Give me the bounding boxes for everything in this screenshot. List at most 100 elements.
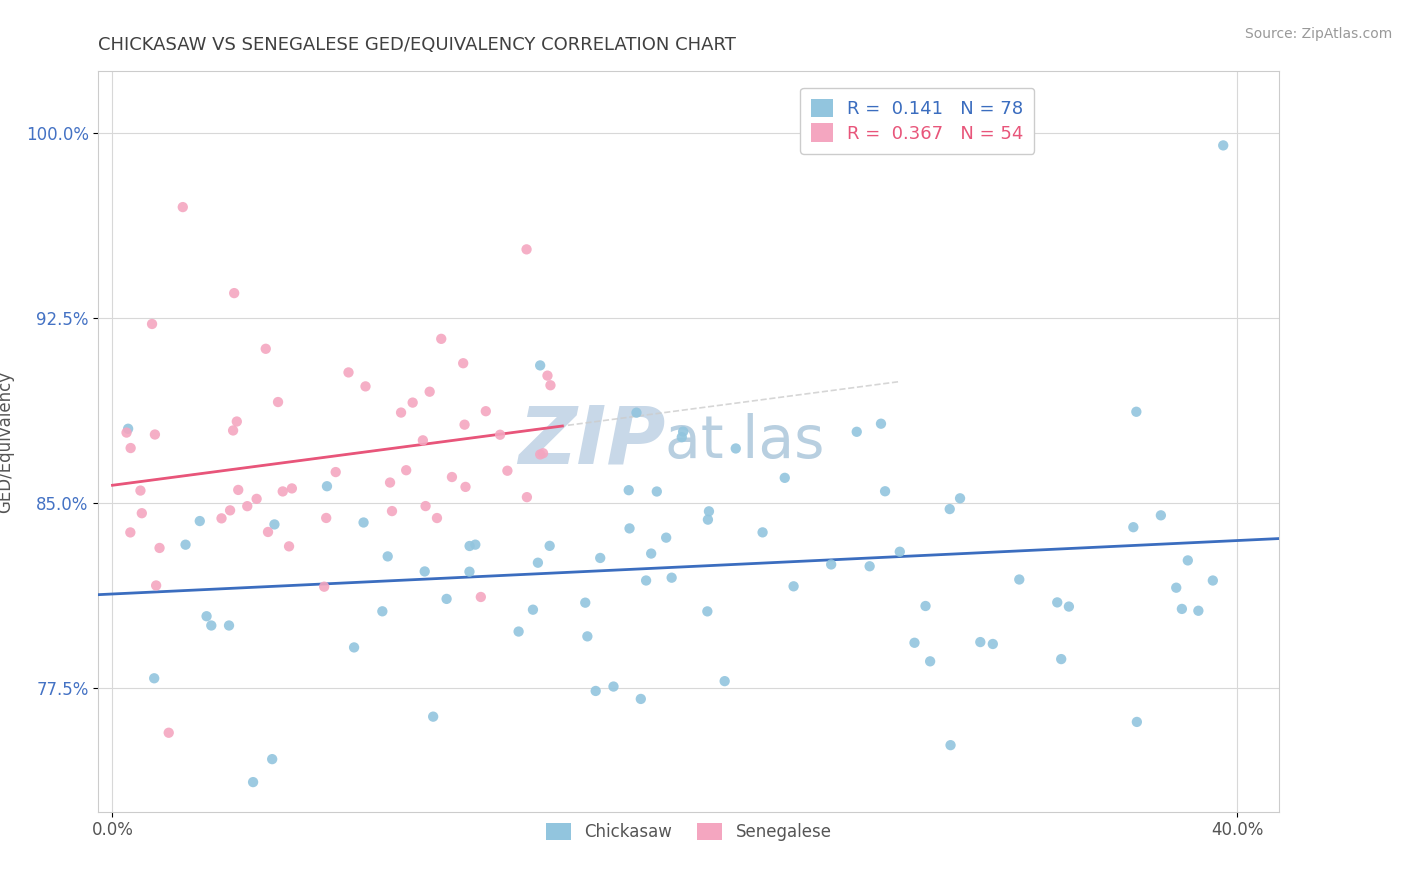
- Y-axis label: GED/Equivalency: GED/Equivalency: [0, 370, 14, 513]
- Point: [538, 539, 561, 553]
- Point: [751, 525, 773, 540]
- Point: [508, 624, 530, 639]
- Point: [188, 514, 211, 528]
- Text: at las: at las: [665, 413, 825, 470]
- Point: [655, 531, 678, 545]
- Point: [496, 464, 519, 478]
- Point: [1057, 599, 1080, 614]
- Text: Source: ZipAtlas.com: Source: ZipAtlas.com: [1244, 27, 1392, 41]
- Point: [378, 475, 401, 490]
- Point: [281, 482, 304, 496]
- Point: [415, 499, 437, 513]
- Point: [218, 618, 240, 632]
- Text: ZIP: ZIP: [517, 402, 665, 481]
- Point: [325, 465, 347, 479]
- Point: [430, 332, 453, 346]
- Point: [267, 395, 290, 409]
- Point: [626, 406, 648, 420]
- Point: [529, 359, 551, 373]
- Point: [773, 471, 796, 485]
- Point: [696, 604, 718, 618]
- Point: [820, 558, 842, 572]
- Point: [724, 442, 747, 456]
- Point: [371, 604, 394, 618]
- Point: [413, 565, 436, 579]
- Point: [148, 541, 170, 555]
- Point: [278, 539, 301, 553]
- Point: [672, 425, 695, 439]
- Point: [981, 637, 1004, 651]
- Point: [131, 506, 153, 520]
- Point: [889, 545, 911, 559]
- Point: [531, 446, 554, 460]
- Point: [412, 434, 434, 448]
- Point: [1202, 574, 1225, 588]
- Point: [1177, 553, 1199, 567]
- Text: CHICKASAW VS SENEGALESE GED/EQUIVALENCY CORRELATION CHART: CHICKASAW VS SENEGALESE GED/EQUIVALENCY …: [98, 36, 737, 54]
- Legend: Chickasaw, Senegalese: Chickasaw, Senegalese: [540, 816, 838, 847]
- Point: [636, 574, 658, 588]
- Point: [120, 525, 142, 540]
- Point: [914, 599, 936, 613]
- Point: [697, 504, 720, 518]
- Point: [870, 417, 893, 431]
- Point: [617, 483, 640, 498]
- Point: [536, 368, 558, 383]
- Point: [314, 580, 336, 594]
- Point: [1122, 520, 1144, 534]
- Point: [1046, 595, 1069, 609]
- Point: [516, 490, 538, 504]
- Point: [129, 483, 152, 498]
- Point: [337, 366, 360, 380]
- Point: [1125, 405, 1147, 419]
- Point: [875, 484, 897, 499]
- Point: [464, 538, 486, 552]
- Point: [271, 484, 294, 499]
- Point: [343, 640, 366, 655]
- Point: [1150, 508, 1173, 523]
- Point: [696, 513, 718, 527]
- Point: [254, 342, 277, 356]
- Point: [120, 441, 142, 455]
- Point: [903, 636, 925, 650]
- Point: [1187, 604, 1209, 618]
- Point: [419, 384, 441, 399]
- Point: [453, 417, 475, 432]
- Point: [436, 591, 458, 606]
- Point: [470, 590, 492, 604]
- Point: [475, 404, 498, 418]
- Point: [211, 511, 233, 525]
- Point: [859, 559, 882, 574]
- Point: [422, 709, 444, 723]
- Point: [381, 504, 404, 518]
- Point: [574, 596, 596, 610]
- Point: [174, 538, 197, 552]
- Point: [143, 427, 166, 442]
- Point: [1171, 602, 1194, 616]
- Point: [938, 502, 960, 516]
- Point: [576, 629, 599, 643]
- Point: [145, 578, 167, 592]
- Point: [458, 539, 481, 553]
- Point: [969, 635, 991, 649]
- Point: [143, 671, 166, 685]
- Point: [1126, 714, 1149, 729]
- Point: [225, 415, 247, 429]
- Point: [1212, 138, 1234, 153]
- Point: [458, 565, 481, 579]
- Point: [602, 680, 624, 694]
- Point: [920, 654, 942, 668]
- Point: [172, 200, 194, 214]
- Point: [389, 406, 412, 420]
- Point: [713, 674, 735, 689]
- Point: [377, 549, 399, 564]
- Point: [117, 422, 139, 436]
- Point: [1050, 652, 1073, 666]
- Point: [661, 571, 683, 585]
- Point: [224, 286, 246, 301]
- Point: [315, 511, 337, 525]
- Point: [195, 609, 218, 624]
- Point: [141, 317, 163, 331]
- Point: [157, 725, 180, 739]
- Point: [585, 684, 607, 698]
